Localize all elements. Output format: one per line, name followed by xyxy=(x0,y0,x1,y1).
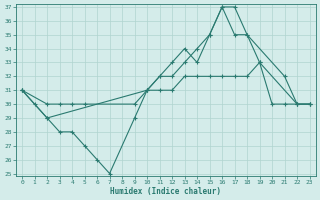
X-axis label: Humidex (Indice chaleur): Humidex (Indice chaleur) xyxy=(110,187,221,196)
